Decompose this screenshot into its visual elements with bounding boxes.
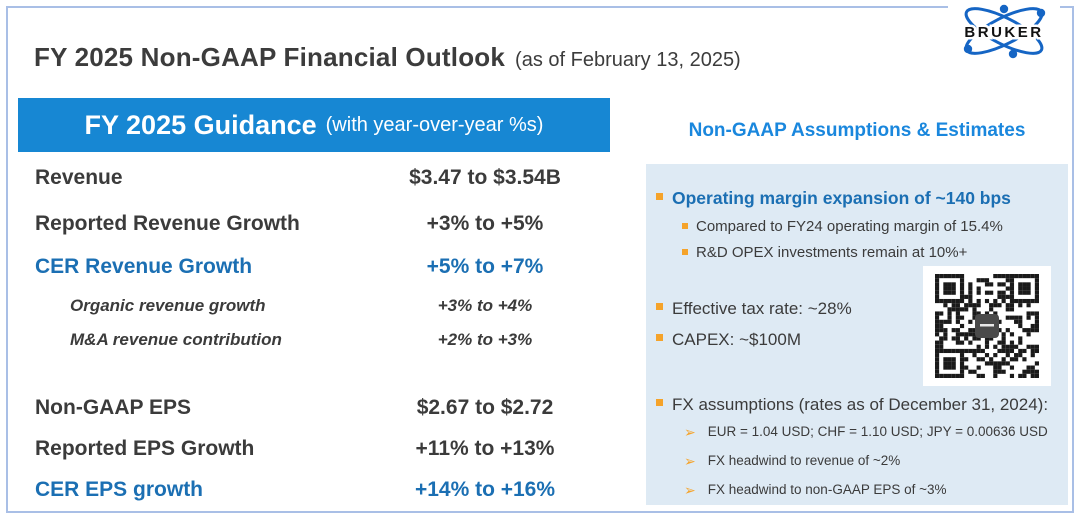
- assumption-tax-rate: Effective tax rate: ~28%: [656, 298, 852, 319]
- row-value: +14% to +16%: [414, 478, 556, 501]
- table-row-reported-eps-growth: Reported EPS Growth +11% to +13%: [35, 437, 605, 461]
- assumption-text: Operating margin expansion of ~140 bps: [672, 188, 1011, 208]
- bullet-square-icon: [656, 303, 663, 310]
- row-value: +2% to +3%: [437, 330, 533, 349]
- table-row-ma-revenue-contribution: M&A revenue contribution +2% to +3%: [35, 330, 605, 350]
- assumption-fx-title: FX assumptions (rates as of December 31,…: [656, 394, 1048, 415]
- arrow-bullet-icon: ➢: [684, 453, 696, 469]
- bruker-logo-text: BRUKER: [964, 24, 1043, 41]
- row-label: CER Revenue Growth: [35, 255, 253, 278]
- row-label: Reported Revenue Growth: [35, 212, 300, 235]
- row-label: Organic revenue growth: [70, 296, 266, 315]
- row-label: CER EPS growth: [35, 478, 204, 501]
- bullet-square-icon: [656, 334, 663, 341]
- assumption-text: FX headwind to revenue of ~2%: [707, 453, 901, 468]
- assumption-text: FX assumptions (rates as of December 31,…: [672, 395, 1049, 414]
- row-value: $2.67 to $2.72: [416, 396, 554, 419]
- bullet-square-icon: [682, 249, 688, 255]
- assumption-text: CAPEX: ~$100M: [672, 330, 801, 349]
- assumption-fx-rates: ➢ EUR = 1.04 USD; CHF = 1.10 USD; JPY = …: [684, 424, 1048, 441]
- page-title-suffix: (as of February 13, 2025): [515, 49, 741, 71]
- table-row-cer-revenue-growth: CER Revenue Growth +5% to +7%: [35, 255, 605, 279]
- table-row-reported-revenue-growth: Reported Revenue Growth +3% to +5%: [35, 212, 605, 236]
- bullet-square-icon: [682, 223, 688, 229]
- assumption-operating-margin: Operating margin expansion of ~140 bps: [656, 188, 1011, 210]
- assumptions-header: Non-GAAP Assumptions & Estimates: [688, 120, 1026, 141]
- table-row-revenue: Revenue $3.47 to $3.54B: [35, 166, 605, 190]
- assumption-text: FX headwind to non-GAAP EPS of ~3%: [707, 482, 947, 497]
- table-row-cer-eps-growth: CER EPS growth +14% to +16%: [35, 478, 605, 502]
- row-value: +3% to +5%: [426, 212, 544, 235]
- assumption-text: R&D OPEX investments remain at 10%+: [696, 244, 968, 261]
- row-value: +5% to +7%: [426, 255, 544, 278]
- assumptions-panel: Operating margin expansion of ~140 bps C…: [646, 164, 1068, 505]
- qr-code: [923, 266, 1051, 386]
- assumption-text: EUR = 1.04 USD; CHF = 1.10 USD; JPY = 0.…: [707, 424, 1048, 439]
- row-value: +11% to +13%: [415, 437, 555, 460]
- row-value: $3.47 to $3.54B: [409, 166, 561, 189]
- guidance-header-suffix: (with year-over-year %s): [325, 113, 544, 136]
- assumption-rd-opex: R&D OPEX investments remain at 10%+: [682, 244, 967, 263]
- arrow-bullet-icon: ➢: [684, 424, 696, 440]
- assumption-capex: CAPEX: ~$100M: [656, 329, 801, 350]
- row-value: +3% to +4%: [437, 296, 533, 315]
- bullet-square-icon: [656, 193, 663, 200]
- page-title: FY 2025 Non-GAAP Financial Outlook: [34, 42, 506, 72]
- row-label: Reported EPS Growth: [35, 437, 255, 460]
- assumption-text: Compared to FY24 operating margin of 15.…: [696, 218, 1003, 235]
- assumption-fx-revenue-headwind: ➢ FX headwind to revenue of ~2%: [684, 453, 900, 470]
- row-label: M&A revenue contribution: [70, 330, 282, 349]
- assumption-text: Effective tax rate: ~28%: [672, 299, 852, 318]
- assumption-fx-eps-headwind: ➢ FX headwind to non-GAAP EPS of ~3%: [684, 482, 947, 499]
- guidance-header-bar: FY 2025 Guidance (with year-over-year %s…: [18, 98, 610, 152]
- guidance-header-title: FY 2025 Guidance: [84, 109, 317, 140]
- assumption-fy24-margin: Compared to FY24 operating margin of 15.…: [682, 218, 1003, 237]
- row-label: Revenue: [35, 166, 123, 189]
- page-title-row: FY 2025 Non-GAAP Financial Outlook (as o…: [34, 42, 741, 73]
- arrow-bullet-icon: ➢: [684, 482, 696, 498]
- row-label: Non-GAAP EPS: [35, 396, 191, 419]
- table-row-non-gaap-eps: Non-GAAP EPS $2.67 to $2.72: [35, 396, 605, 420]
- table-row-organic-revenue-growth: Organic revenue growth +3% to +4%: [35, 296, 605, 316]
- bullet-square-icon: [656, 399, 663, 406]
- bruker-logo-icon: BRUKER: [948, 0, 1060, 64]
